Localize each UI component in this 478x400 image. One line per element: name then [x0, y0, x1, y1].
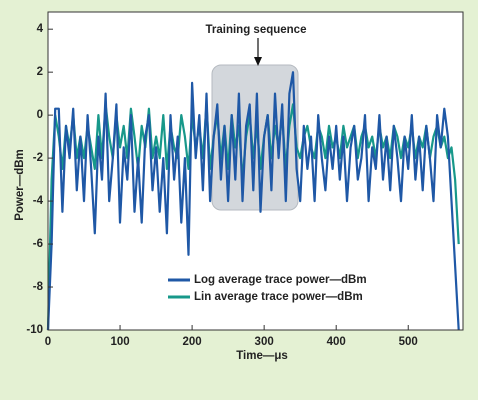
plot-frame — [47, 11, 464, 331]
x-tick-label: 400 — [327, 336, 346, 348]
annotation-arrowhead — [254, 57, 262, 66]
y-tick-label: 4 — [37, 23, 44, 35]
y-tick-label: 0 — [37, 109, 43, 121]
x-tick-label: 300 — [255, 336, 274, 348]
x-tick-label: 100 — [110, 336, 129, 348]
y-tick-label: 2 — [37, 66, 43, 78]
lines — [46, 71, 460, 331]
y-axis-label: Power—dBm — [14, 149, 26, 221]
x-tick-label: 200 — [183, 336, 202, 348]
annotation: Training sequence — [206, 24, 307, 36]
y-tick-label: -4 — [33, 195, 44, 207]
x-axis-label: Time—μs — [236, 350, 288, 362]
y-tick-label: -6 — [33, 238, 43, 250]
legend-label: Log average trace power—dBm — [194, 274, 367, 286]
y-tick-label: -10 — [26, 324, 43, 336]
x-tick-label: 500 — [399, 336, 418, 348]
x-tick-label: 0 — [45, 336, 51, 348]
y-tick-label: -2 — [33, 152, 43, 164]
series-line — [46, 71, 460, 331]
legend-label: Lin average trace power—dBm — [194, 291, 363, 303]
y-tick-label: -8 — [33, 281, 44, 293]
